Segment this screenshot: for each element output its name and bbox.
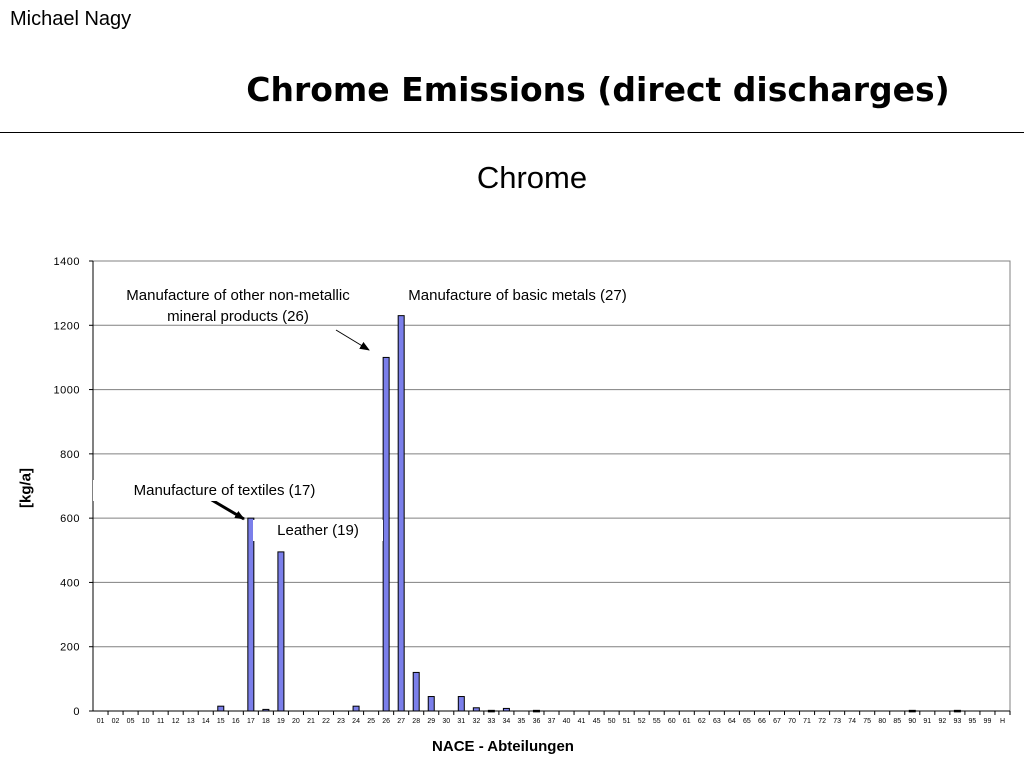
x-tick-label-16: 16 [232,718,240,725]
x-tick-label-52: 52 [638,718,646,725]
x-tick-label-99: 99 [984,718,992,725]
x-tick-label-41: 41 [578,718,586,725]
bar-28 [412,671,420,712]
x-tick-label-93: 93 [953,718,961,725]
x-tick-label-66: 66 [758,718,766,725]
x-tick-label-73: 73 [833,718,841,725]
x-tick-label-21: 21 [307,718,315,725]
bar-17 [247,517,255,712]
x-tick-label-35: 35 [518,718,526,725]
x-tick-label-23: 23 [337,718,345,725]
y-tick-label-200: 200 [60,642,80,654]
x-tick-label-71: 71 [803,718,811,725]
x-tick-label-92: 92 [938,718,946,725]
x-tick-label-18: 18 [262,718,270,725]
x-tick-label-10: 10 [142,718,150,725]
y-tick-label-1400: 1400 [54,256,80,268]
bar-27 [397,315,405,712]
x-tick-label-62: 62 [698,718,706,725]
x-tick-label-40: 40 [563,718,571,725]
x-tick-label-74: 74 [848,718,856,725]
author-name: Michael Nagy [10,8,132,30]
x-tick-label-25: 25 [367,718,375,725]
y-tick-label-1200: 1200 [54,320,80,332]
x-tick-label-61: 61 [683,718,691,725]
annotation-non-metallic: Manufacture of other non-metallic minera… [126,287,350,325]
annotation-basic-metals: Manufacture of basic metals (27) [408,287,627,304]
bar-24 [352,705,360,712]
x-tick-label-22: 22 [322,718,330,725]
y-tick-label-0: 0 [73,706,80,718]
slide-title: Chrome Emissions (direct discharges) [246,70,950,109]
bar-15 [217,705,225,712]
x-tick-label-29: 29 [427,718,435,725]
x-tick-label-H: H [1000,718,1005,725]
x-tick-label-01: 01 [97,718,105,725]
x-tick-label-65: 65 [743,718,751,725]
x-tick-label-51: 51 [623,718,631,725]
x-tick-label-19: 19 [277,718,285,725]
x-tick-label-28: 28 [412,718,420,725]
x-tick-label-33: 33 [487,718,495,725]
chart-title: Chrome [476,160,588,195]
x-tick-label-85: 85 [893,718,901,725]
x-tick-label-27: 27 [397,718,405,725]
x-tick-label-70: 70 [788,718,796,725]
bar-31 [457,696,465,712]
x-tick-label-64: 64 [728,718,736,725]
y-tick-label-800: 800 [60,449,80,461]
bar-29 [427,696,435,712]
x-tick-label-13: 13 [187,718,195,725]
x-tick-label-63: 63 [713,718,721,725]
y-tick-label-1000: 1000 [54,385,80,397]
x-tick-label-17: 17 [247,718,255,725]
bar-19 [277,551,285,712]
y-tick-label-400: 400 [60,577,80,589]
x-tick-label-45: 45 [593,718,601,725]
x-tick-label-50: 50 [608,718,616,725]
x-tick-label-31: 31 [457,718,465,725]
x-tick-label-05: 05 [127,718,135,725]
y-tick-label-600: 600 [60,513,80,525]
bar-26 [382,356,390,712]
title-divider [0,132,1024,133]
x-axis-label: NACE - Abteilungen [432,738,574,755]
x-tick-label-32: 32 [472,718,480,725]
x-tick-label-95: 95 [969,718,977,725]
x-tick-label-75: 75 [863,718,871,725]
x-tick-label-36: 36 [533,718,541,725]
x-tick-label-67: 67 [773,718,781,725]
x-tick-label-55: 55 [653,718,661,725]
x-tick-label-80: 80 [878,718,886,725]
x-tick-label-02: 02 [112,718,120,725]
y-axis-label: [kg/a] [17,467,35,508]
x-tick-label-90: 90 [908,718,916,725]
x-tick-label-20: 20 [292,718,300,725]
x-tick-label-91: 91 [923,718,931,725]
x-tick-label-26: 26 [382,718,390,725]
x-tick-label-34: 34 [503,718,511,725]
x-tick-label-11: 11 [157,718,164,725]
x-tick-label-60: 60 [668,718,676,725]
annotation-textiles: Manufacture of textiles (17) [93,480,356,501]
x-tick-label-24: 24 [352,718,360,725]
x-tick-label-72: 72 [818,718,826,725]
annotation-leather: Leather (19) [253,520,383,541]
x-tick-label-14: 14 [202,718,210,725]
annotation-arrow-26 [335,329,370,351]
x-tick-label-30: 30 [442,718,450,725]
x-tick-label-37: 37 [548,718,556,725]
x-tick-label-15: 15 [217,718,225,725]
x-tick-label-12: 12 [172,718,180,725]
